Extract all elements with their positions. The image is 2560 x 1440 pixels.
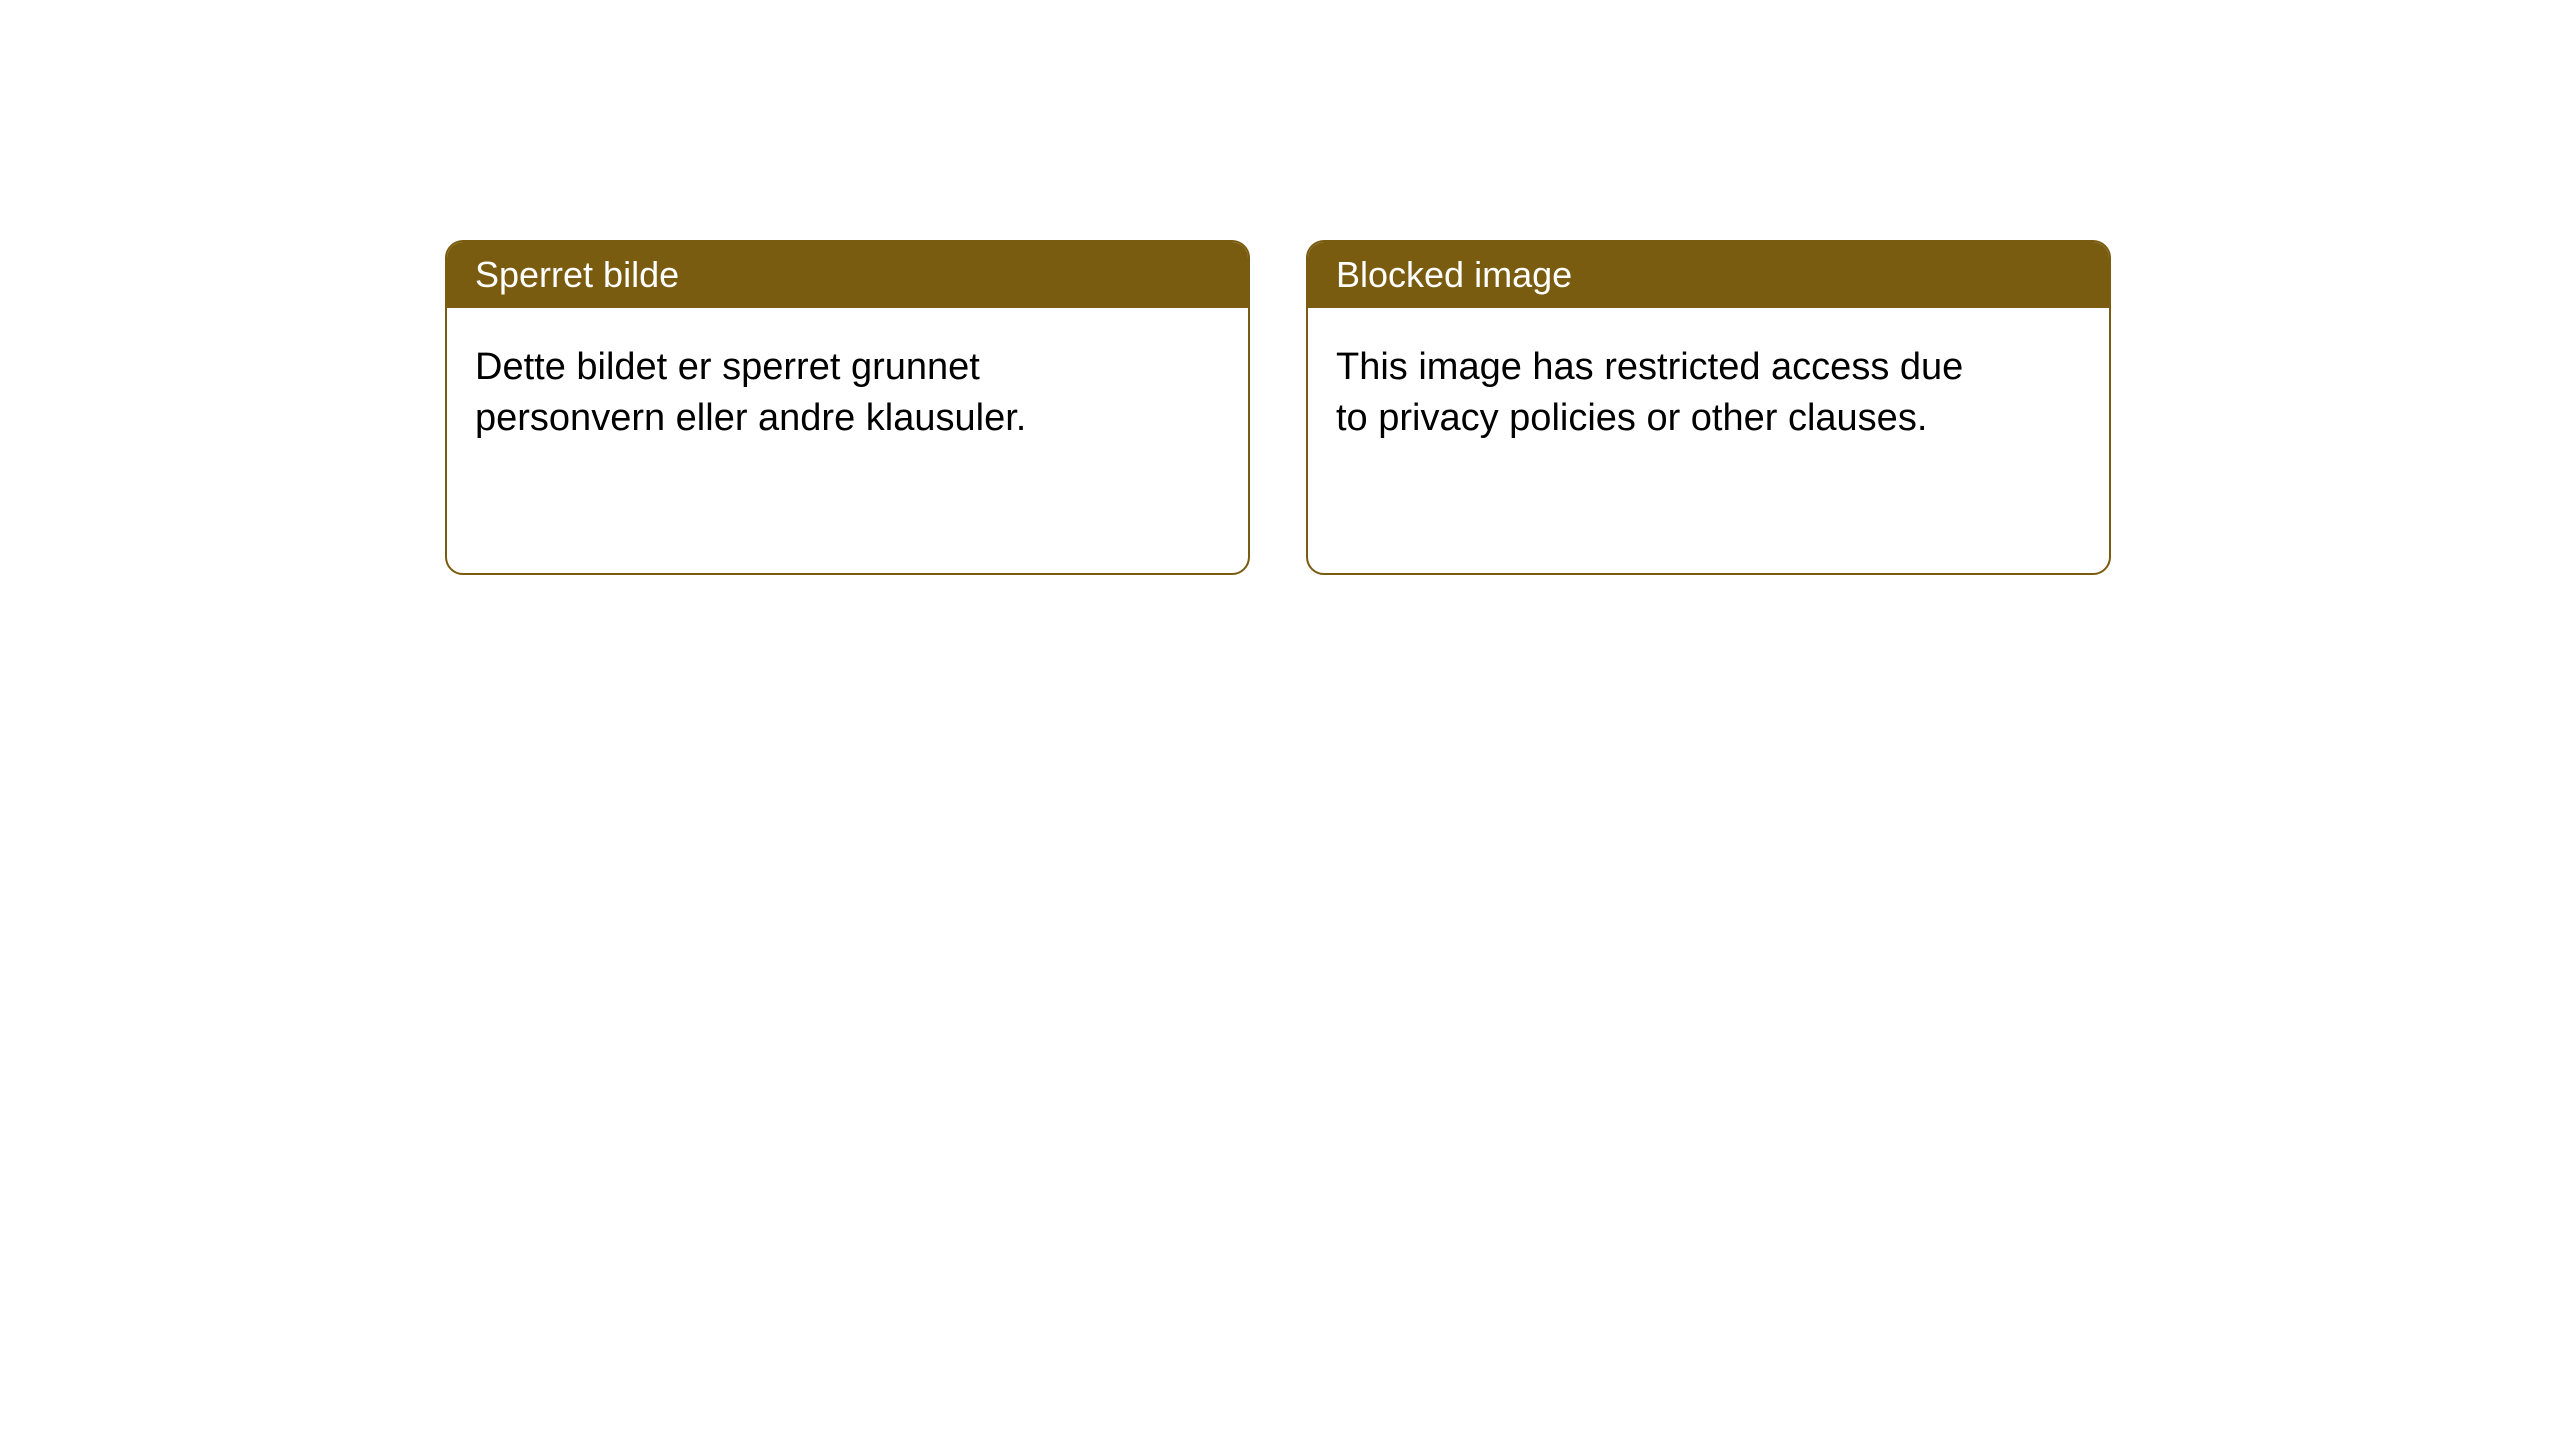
notice-card-no: Sperret bilde Dette bildet er sperret gr… <box>445 240 1250 575</box>
notice-container: Sperret bilde Dette bildet er sperret gr… <box>0 0 2560 575</box>
notice-header-no: Sperret bilde <box>447 242 1248 308</box>
notice-card-en: Blocked image This image has restricted … <box>1306 240 2111 575</box>
notice-header-en: Blocked image <box>1308 242 2109 308</box>
notice-body-en: This image has restricted access due to … <box>1308 308 2008 479</box>
notice-body-no: Dette bildet er sperret grunnet personve… <box>447 308 1147 479</box>
